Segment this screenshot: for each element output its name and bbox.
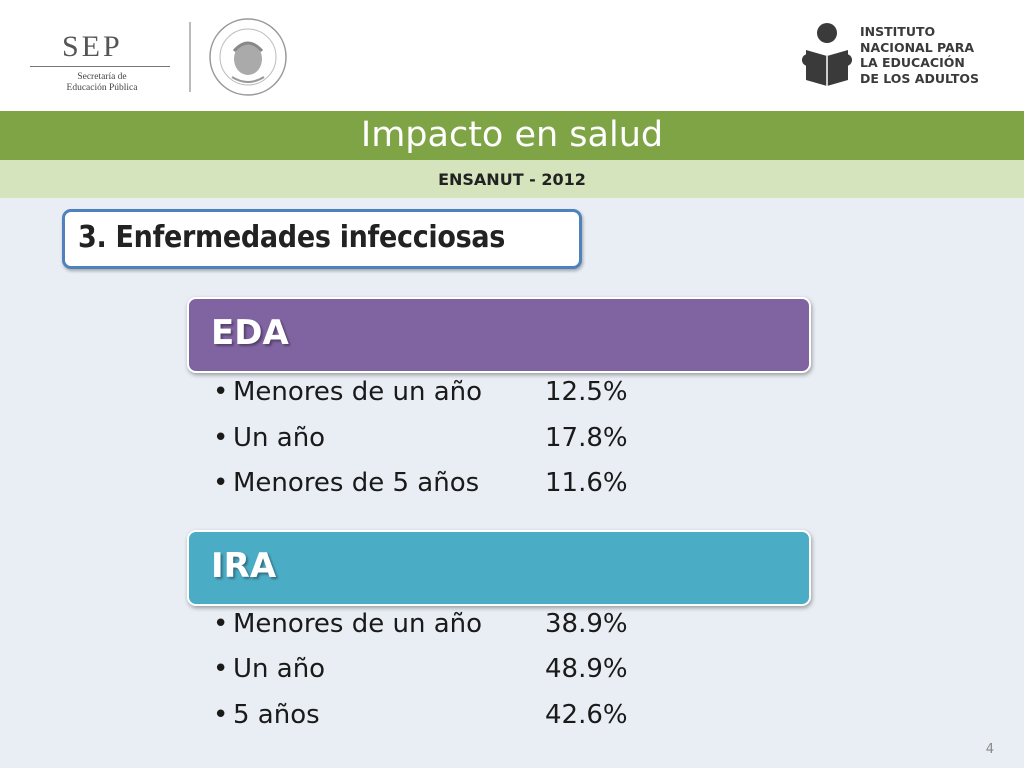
section-heading: 3. Enfermedades infecciosas xyxy=(78,220,506,255)
sep-logo-subtitle: Secretaría de Educación Pública xyxy=(52,72,152,94)
inea-line1: INSTITUTO xyxy=(860,24,936,39)
section-heading-box: 3. Enfermedades infecciosas xyxy=(62,209,582,269)
item-value: 48.9% xyxy=(545,654,628,684)
item-name: Un año xyxy=(233,423,326,453)
bullet: • xyxy=(213,377,229,407)
bullet: • xyxy=(213,700,229,730)
ira-header-band: IRA xyxy=(187,530,811,606)
subtitle-bar xyxy=(0,160,1024,198)
sep-logo-line2: Educación Pública xyxy=(66,83,138,93)
mexico-seal-icon xyxy=(209,18,287,96)
header-divider xyxy=(189,22,191,92)
bullet: • xyxy=(213,468,229,498)
item-value: 38.9% xyxy=(545,609,628,639)
page-number: 4 xyxy=(985,742,994,757)
inea-logo-icon xyxy=(802,23,852,86)
bullet: • xyxy=(213,423,229,453)
item-name: 5 años xyxy=(233,700,320,730)
inea-line3: LA EDUCACIÓN xyxy=(860,55,965,70)
sep-logo-line1: Secretaría de xyxy=(77,72,127,82)
title-bar xyxy=(0,111,1024,160)
item-value: 42.6% xyxy=(545,700,628,730)
bullet: • xyxy=(213,654,229,684)
item-name: Menores de un año xyxy=(233,377,483,407)
eda-header-band: EDA xyxy=(187,297,811,373)
sep-logo-word: SEP xyxy=(62,30,123,63)
inea-logo-text: INSTITUTO NACIONAL PARA LA EDUCACIÓN DE … xyxy=(860,24,979,86)
eda-label: EDA xyxy=(211,313,289,353)
header-bar: SEP Secretaría de Educación Pública INST… xyxy=(0,0,1024,111)
item-value: 11.6% xyxy=(545,468,628,498)
item-value: 17.8% xyxy=(545,423,628,453)
sep-logo-rule xyxy=(30,66,170,67)
item-name: Menores de 5 años xyxy=(233,468,480,498)
ira-label: IRA xyxy=(211,546,277,586)
slide-title: Impacto en salud xyxy=(360,115,664,155)
slide-subtitle: ENSANUT - 2012 xyxy=(438,170,586,189)
inea-line4: DE LOS ADULTOS xyxy=(860,70,980,86)
item-value: 12.5% xyxy=(545,377,628,407)
inea-line2: NACIONAL PARA xyxy=(860,39,975,55)
item-name: Menores de un año xyxy=(233,609,483,639)
item-name: Un año xyxy=(233,654,326,684)
bullet: • xyxy=(213,609,229,639)
